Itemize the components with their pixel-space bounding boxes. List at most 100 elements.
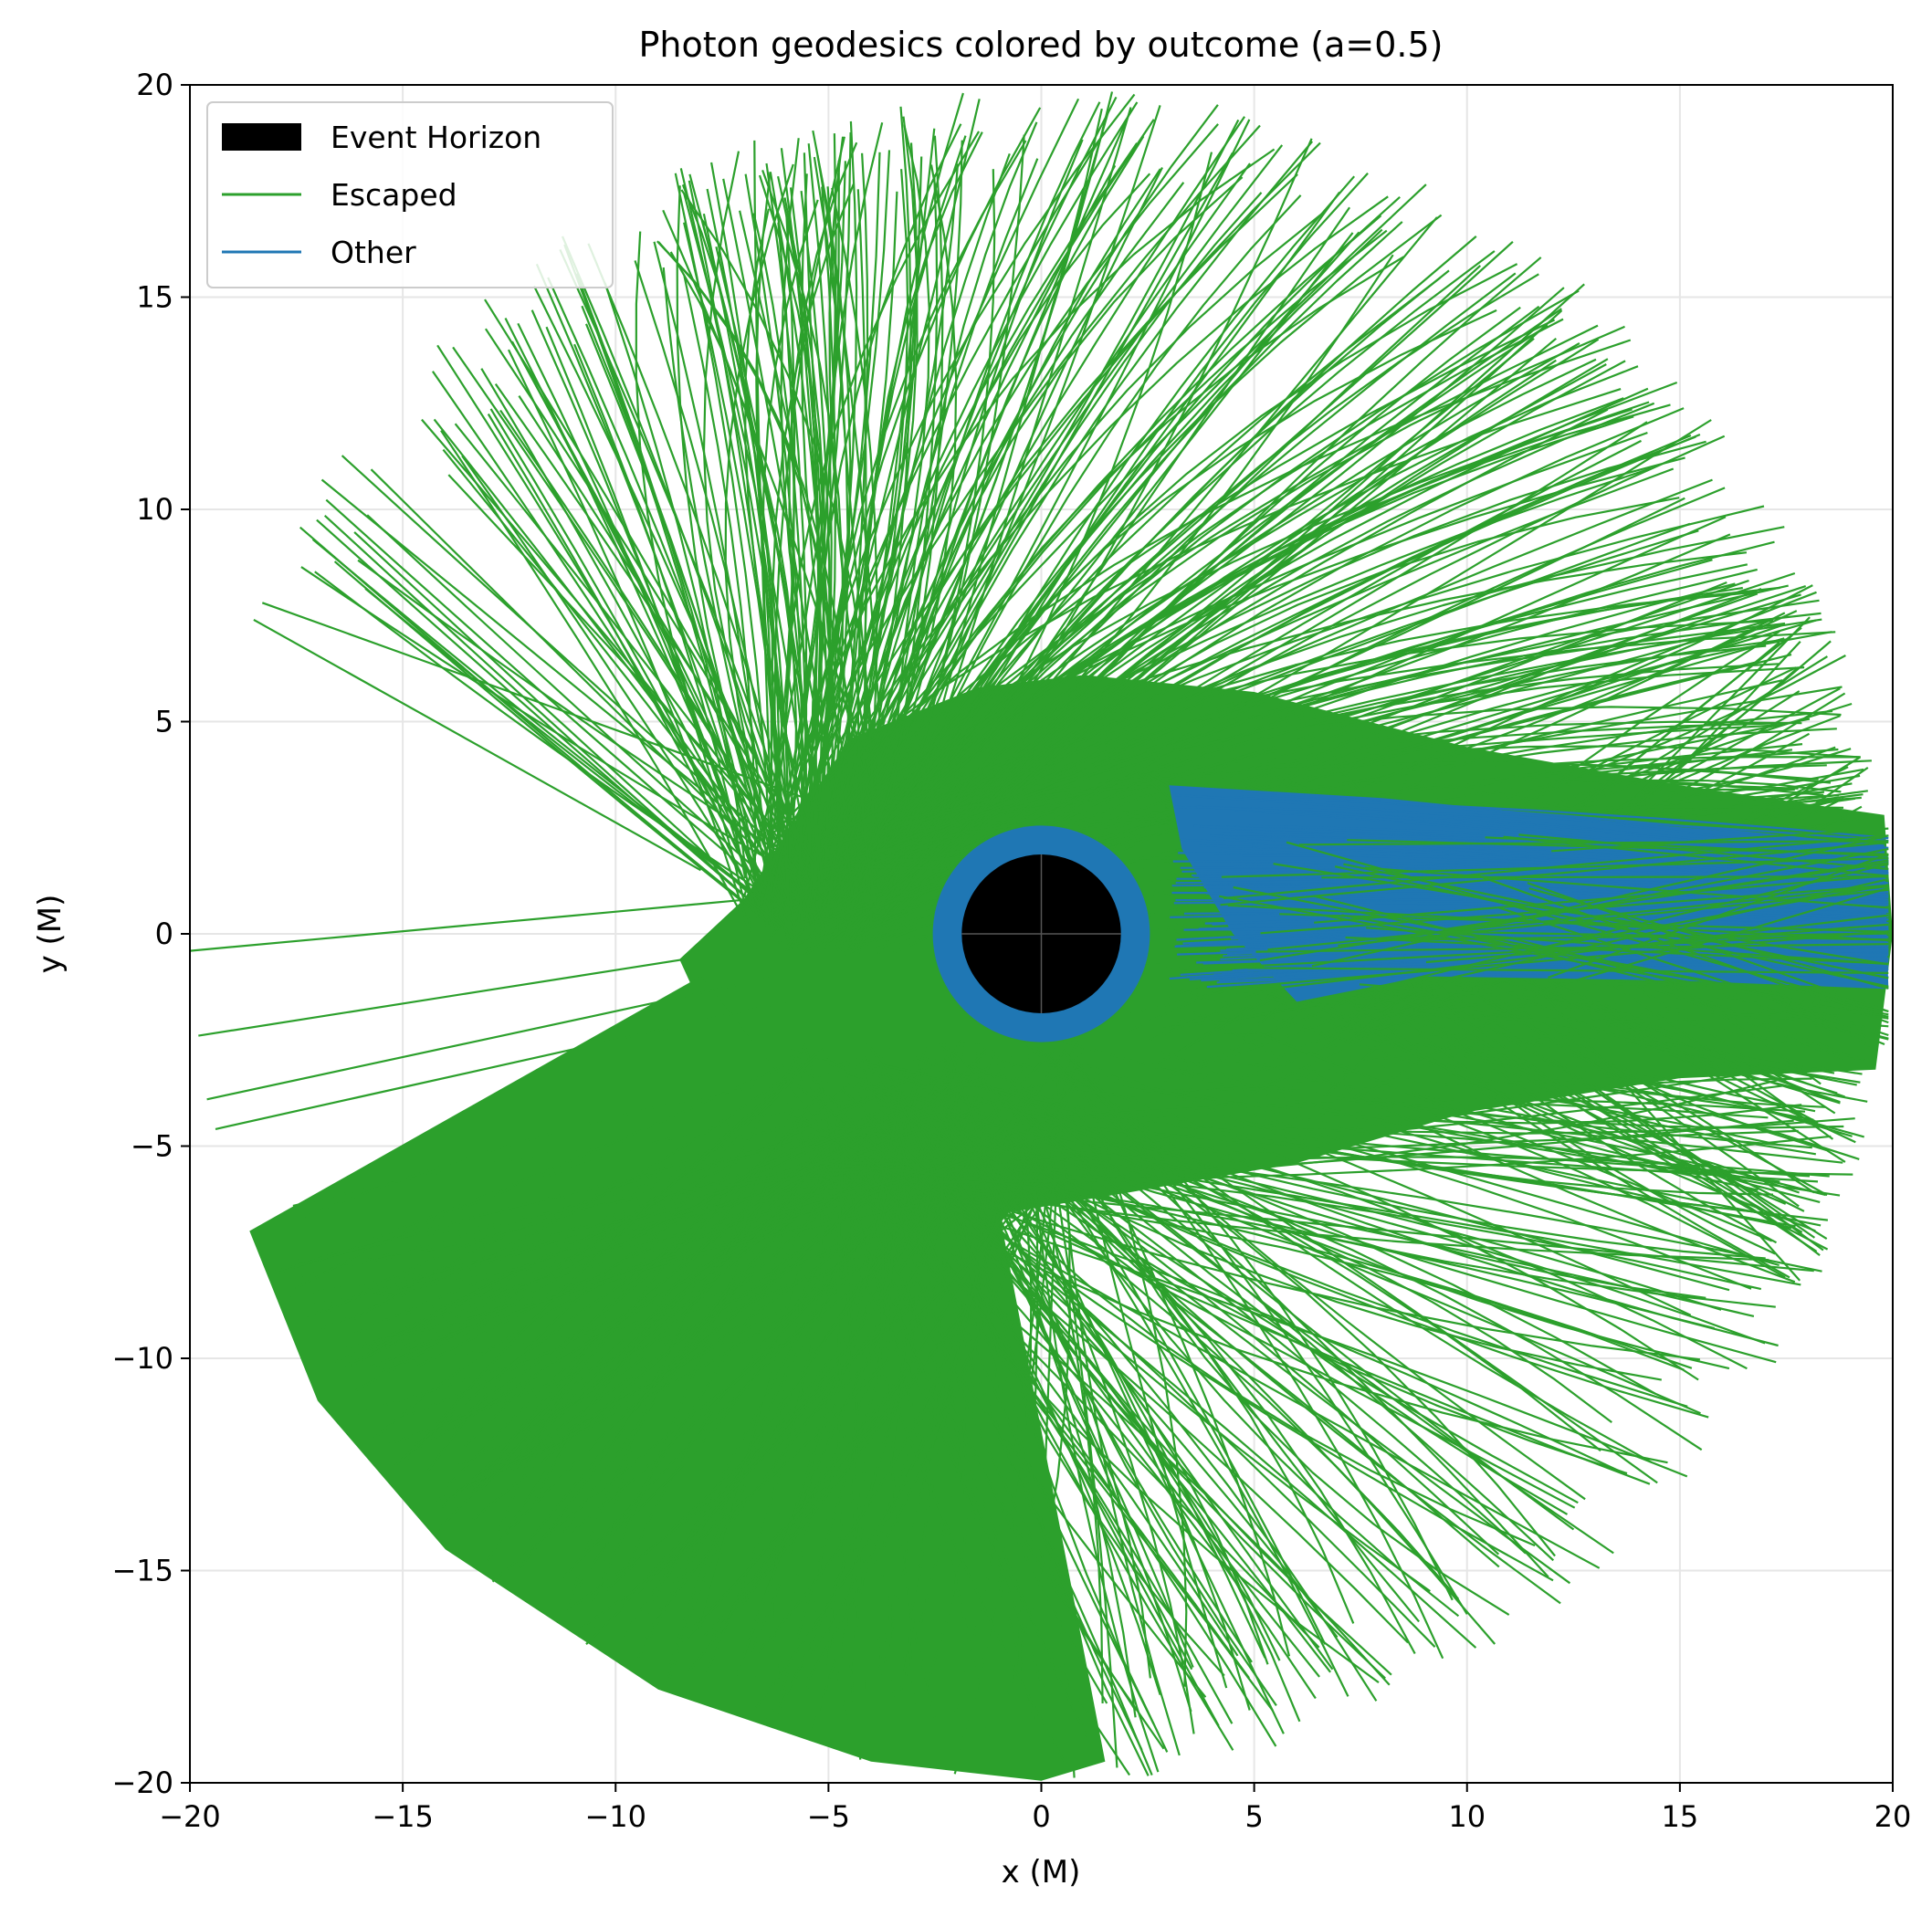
escaped-ray [939,1109,1151,1679]
escaped-ray [657,241,834,830]
escaped-ray [781,467,1652,867]
escaped-ray [585,1051,1033,1645]
escaped-ray [573,343,747,879]
escaped-ray [832,173,1151,879]
escaped-ray [763,1130,1006,1723]
escaped-ray [314,571,757,889]
escaped-ray [891,612,1822,854]
escaped-ray [1212,1102,1780,1267]
escaped-ray [784,212,1324,939]
escaped-ray [887,175,1356,883]
escaped-ray [880,1141,1554,1582]
escaped-ray [788,638,1789,937]
escaped-ray [755,1110,1069,1709]
escaped-ray [800,190,831,890]
escaped-ray [1009,1158,1195,1734]
x-tick-label: 10 [1448,1799,1486,1834]
escaped-ray [1273,863,1889,966]
escaped-ray [299,1041,1076,1220]
escaped-ray [845,724,1780,833]
escaped-ray [1286,841,1889,1013]
escaped-ray [771,150,891,879]
escaped-ray [924,1184,982,1692]
escaped-ray [1485,836,1889,857]
escaped-ray [684,1048,1084,1641]
escaped-ray [562,1112,879,1534]
escaped-ray [1070,1059,1692,1316]
escaped-ray [253,618,702,872]
escaped-ray [803,1121,1601,1569]
escaped-ray [385,1058,814,1366]
escaped-ray [1279,978,1821,1203]
escaped-ray [844,408,1609,906]
y-tick-label: −5 [131,1129,173,1164]
escaped-ray [778,593,1801,892]
escaped-ray [743,161,846,897]
x-tick-label: 5 [1244,1799,1263,1834]
escaped-ray [889,761,1819,845]
escaped-ray [878,1063,1143,1751]
escaped-ray [771,183,855,948]
escaped-ray [1132,1041,1864,1138]
x-tick-label: 0 [1032,1799,1050,1834]
escaped-ray [775,319,1556,875]
escaped-ray [877,1172,1625,1475]
other-ray [1175,898,1889,929]
escaped-ray [855,618,1822,861]
escaped-ray [813,1104,1380,1683]
escaped-ray [533,285,815,931]
escaped-ray [1220,841,1889,906]
escaped-ray [284,1094,931,1282]
legend-other-label: Other [331,235,416,270]
escaped-ray [865,1054,968,1758]
escaped-ray [1213,930,1889,990]
y-tick-label: −20 [111,1765,173,1800]
escaped-ray [1082,1069,1822,1227]
escaped-ray [768,124,1261,838]
escaped-ray [750,1084,1034,1632]
event-horizon-layer [932,825,1150,1042]
escaped-ray [845,1074,1777,1364]
escaped-ray [857,138,1313,948]
y-tick-label: 0 [155,917,173,951]
x-tick-label: −15 [372,1799,434,1834]
escaped-ray [854,106,912,851]
escaped-ray [581,305,771,885]
escaped-ray [1340,977,1849,1047]
escaped-ray [793,1116,1069,1770]
escaped-ray [767,619,1774,890]
x-axis-label: x (M) [1002,1854,1081,1891]
x-tick-label: 20 [1874,1799,1912,1834]
escaped-ray [261,602,829,808]
escaped-ray [771,133,837,903]
escaped-ray [1036,1047,1653,1464]
other-ray [1213,962,1889,976]
escaped-ray [325,498,749,873]
escaped-ray [1345,936,1889,965]
escaped-ray [771,388,1622,836]
escaped-ray [1069,1086,1752,1290]
escaped-ray [320,478,723,808]
other-ray [1245,901,1889,921]
escaped-ray [1150,631,1832,826]
escaped-ray [433,418,785,882]
escaped-ray [849,1050,924,1723]
escaped-ray [1219,895,1889,1020]
escaped-ray [984,1188,1536,1547]
escaped-ray [1341,914,1889,1016]
escaped-ray [824,1109,937,1691]
escaped-ray [1314,875,1889,924]
escaped-ray [702,213,790,897]
escaped-ray [801,1088,1477,1649]
escaped-ray [1265,994,1816,1156]
x-axis-ticks: −20 −15 −10 −5 0 5 10 15 20 [159,1783,1911,1834]
escaped-ray [928,1159,1225,1677]
escaped-ray [813,156,849,912]
escaped-ray [508,349,746,916]
escaped-ray [799,116,919,885]
escaped-ray [1228,1076,1812,1149]
escaped-ray [865,1115,1331,1673]
escaped-ray [1027,1113,1730,1370]
escaped-ray [897,1096,1220,1727]
escaped-ray [885,1165,1137,1712]
